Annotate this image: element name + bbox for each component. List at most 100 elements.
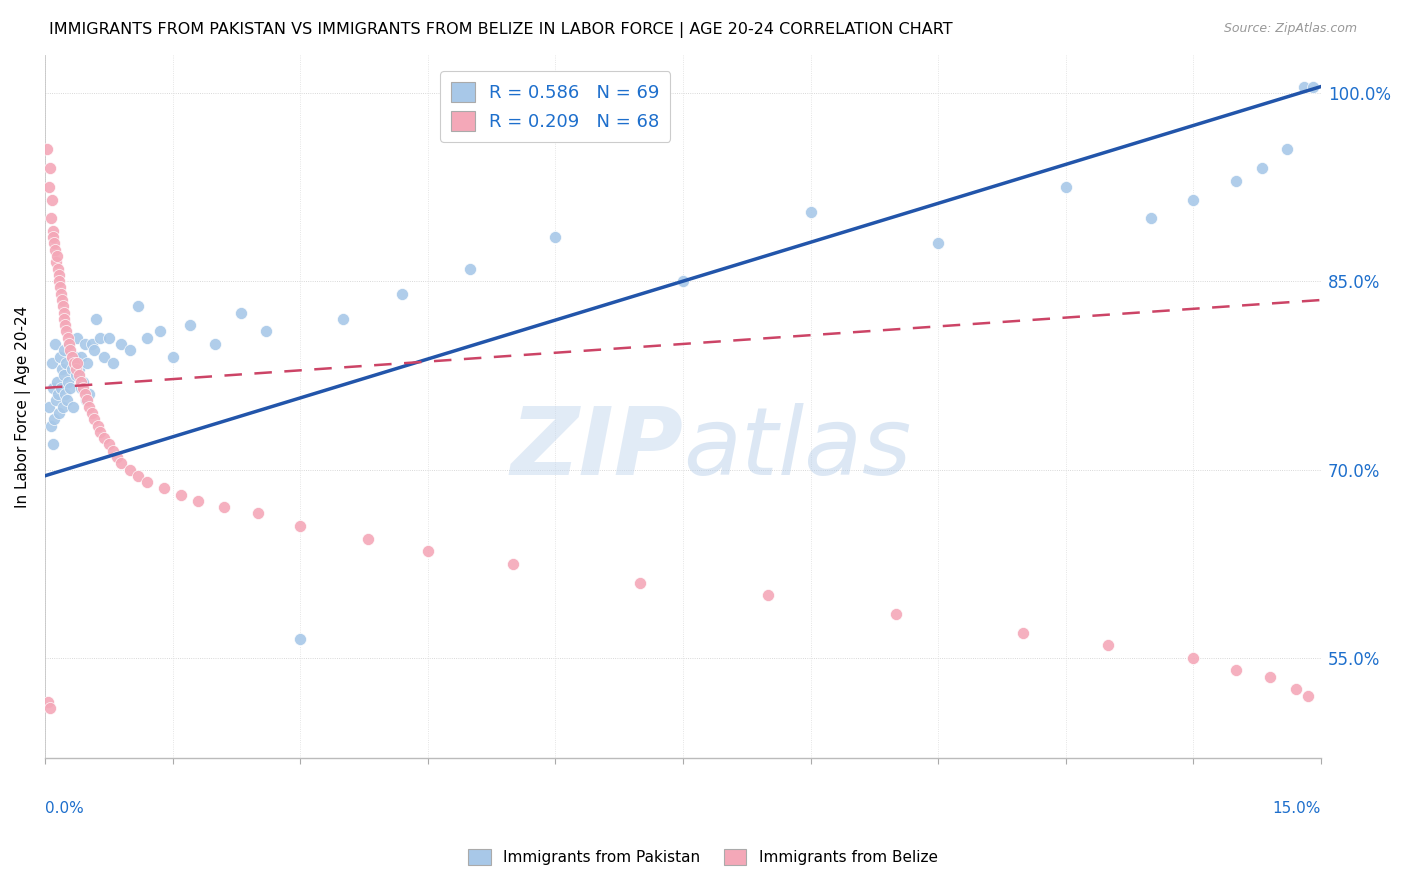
Point <box>45 393 67 408</box>
Y-axis label: In Labor Force | Age 20-24: In Labor Force | Age 20-24 <box>15 306 31 508</box>
Point <box>44 412 66 426</box>
Point <box>1182 193 1205 207</box>
Text: 0.0%: 0.0% <box>45 800 83 815</box>
Point <box>60 362 83 376</box>
Point <box>118 462 141 476</box>
Point <box>44 243 66 257</box>
Legend: Immigrants from Pakistan, Immigrants from Belize: Immigrants from Pakistan, Immigrants fro… <box>463 843 943 871</box>
Text: 15.0%: 15.0% <box>1272 800 1322 815</box>
Point <box>1284 682 1306 697</box>
Point <box>52 368 75 383</box>
Point <box>46 261 69 276</box>
Point <box>80 337 103 351</box>
Point <box>55 356 77 370</box>
Point <box>97 437 120 451</box>
Point <box>56 375 79 389</box>
Point <box>69 375 91 389</box>
Point <box>60 350 83 364</box>
Point <box>42 381 65 395</box>
Point <box>162 350 184 364</box>
Point <box>67 362 90 376</box>
Point <box>51 293 73 307</box>
Point <box>1275 142 1298 156</box>
Point <box>39 161 62 176</box>
Point <box>927 236 949 251</box>
Point <box>49 350 72 364</box>
Point <box>69 381 91 395</box>
Point <box>800 205 823 219</box>
Point <box>46 387 69 401</box>
Point <box>42 230 65 244</box>
Point <box>187 494 209 508</box>
Point <box>1182 651 1205 665</box>
Point <box>41 224 63 238</box>
Point <box>48 268 70 282</box>
Point <box>77 387 100 401</box>
Point <box>63 356 86 370</box>
Point <box>332 311 354 326</box>
Point <box>45 249 67 263</box>
Point <box>136 331 159 345</box>
Point <box>89 331 111 345</box>
Point <box>86 418 108 433</box>
Point <box>544 230 567 244</box>
Point <box>39 211 62 226</box>
Point <box>62 400 84 414</box>
Point <box>41 356 63 370</box>
Point <box>49 381 72 395</box>
Point <box>1258 670 1281 684</box>
Point <box>1012 625 1035 640</box>
Point <box>101 356 124 370</box>
Point <box>56 331 79 345</box>
Point <box>246 507 269 521</box>
Point <box>1250 161 1272 176</box>
Point <box>37 695 59 709</box>
Text: ZIP: ZIP <box>510 403 683 495</box>
Point <box>55 325 77 339</box>
Point <box>357 532 380 546</box>
Point <box>1298 689 1320 703</box>
Point <box>884 607 907 621</box>
Point <box>48 274 70 288</box>
Point <box>127 468 149 483</box>
Point <box>153 481 176 495</box>
Point <box>672 274 695 288</box>
Point <box>288 519 311 533</box>
Point <box>630 575 652 590</box>
Point <box>45 375 67 389</box>
Point <box>83 412 105 426</box>
Point <box>59 381 82 395</box>
Point <box>56 393 79 408</box>
Point <box>51 362 73 376</box>
Point <box>49 286 72 301</box>
Point <box>105 450 128 464</box>
Point <box>254 325 277 339</box>
Point <box>204 337 226 351</box>
Point <box>73 387 96 401</box>
Point <box>73 337 96 351</box>
Point <box>52 299 75 313</box>
Point <box>1097 638 1119 652</box>
Point <box>39 701 62 715</box>
Point <box>39 418 62 433</box>
Point <box>58 337 80 351</box>
Point <box>80 406 103 420</box>
Point <box>1292 79 1315 94</box>
Text: IMMIGRANTS FROM PAKISTAN VS IMMIGRANTS FROM BELIZE IN LABOR FORCE | AGE 20-24 CO: IMMIGRANTS FROM PAKISTAN VS IMMIGRANTS F… <box>49 22 953 38</box>
Point <box>118 343 141 358</box>
Point <box>75 393 97 408</box>
Point <box>416 544 439 558</box>
Point <box>70 350 93 364</box>
Point <box>53 387 76 401</box>
Point <box>59 343 82 358</box>
Point <box>63 350 86 364</box>
Point <box>97 331 120 345</box>
Point <box>44 337 66 351</box>
Point <box>110 456 132 470</box>
Point <box>84 311 107 326</box>
Point <box>52 400 75 414</box>
Legend: R = 0.586   N = 69, R = 0.209   N = 68: R = 0.586 N = 69, R = 0.209 N = 68 <box>440 71 671 142</box>
Point <box>67 368 90 383</box>
Text: Source: ZipAtlas.com: Source: ZipAtlas.com <box>1223 22 1357 36</box>
Point <box>89 425 111 439</box>
